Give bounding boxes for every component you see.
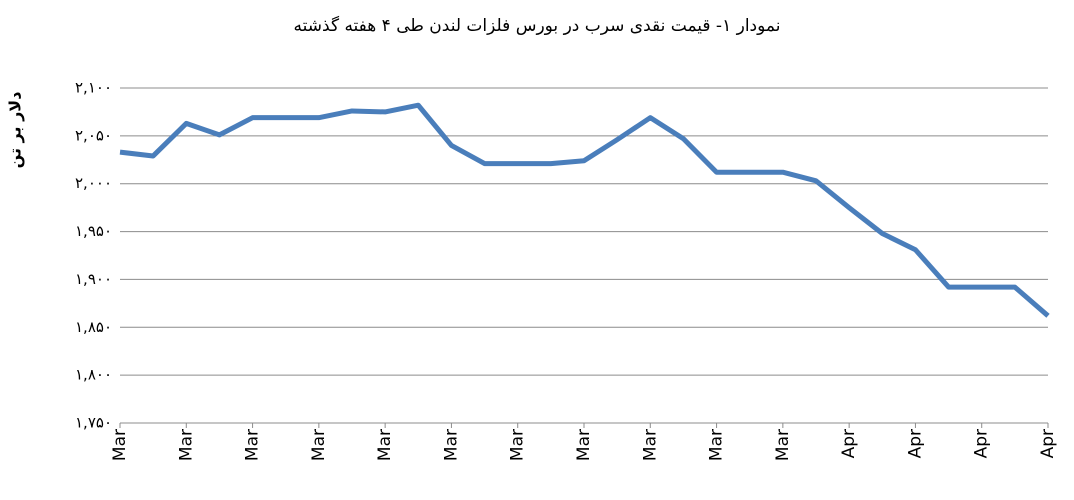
x-tick-label: Mar: [110, 429, 130, 461]
y-tick-label: ۱,۹۵۰: [75, 222, 112, 240]
y-tick-label: ۲,۰۵۰: [75, 126, 112, 144]
x-tick-label: Mar: [640, 429, 660, 461]
y-tick-label: ۱,۸۰۰: [75, 366, 112, 384]
y-tick-label: ۲,۰۰۰: [75, 174, 112, 192]
x-tick-label: Mar: [176, 429, 196, 461]
x-tick-label: Mar: [243, 429, 263, 461]
x-tick-label: Apr: [839, 429, 859, 458]
x-tick-label: Mar: [375, 429, 395, 461]
x-tick-label: Apr: [1038, 429, 1058, 458]
line-series: [119, 102, 1050, 318]
x-tick-label: Mar: [441, 429, 461, 461]
x-tick-label: Mar: [508, 429, 528, 461]
y-tick-label: ۱,۷۵۰: [75, 414, 112, 432]
x-tick-label: Mar: [574, 429, 594, 461]
x-tick-label: Mar: [773, 429, 793, 461]
x-tick-label: Apr: [905, 429, 925, 458]
x-tick-label: Apr: [972, 429, 992, 458]
y-tick-label: ۲,۱۰۰: [75, 79, 112, 97]
y-tick-label: ۱,۸۵۰: [75, 318, 112, 336]
x-tick-label: Mar: [707, 429, 727, 461]
x-tick-label: Mar: [309, 429, 329, 461]
y-axis-title: دلار بر تن: [6, 92, 25, 169]
y-tick-label: ۱,۹۰۰: [75, 270, 112, 288]
chart-title: نمودار ۱- قیمت نقدی سرب در بورس فلزات لن…: [294, 15, 781, 36]
